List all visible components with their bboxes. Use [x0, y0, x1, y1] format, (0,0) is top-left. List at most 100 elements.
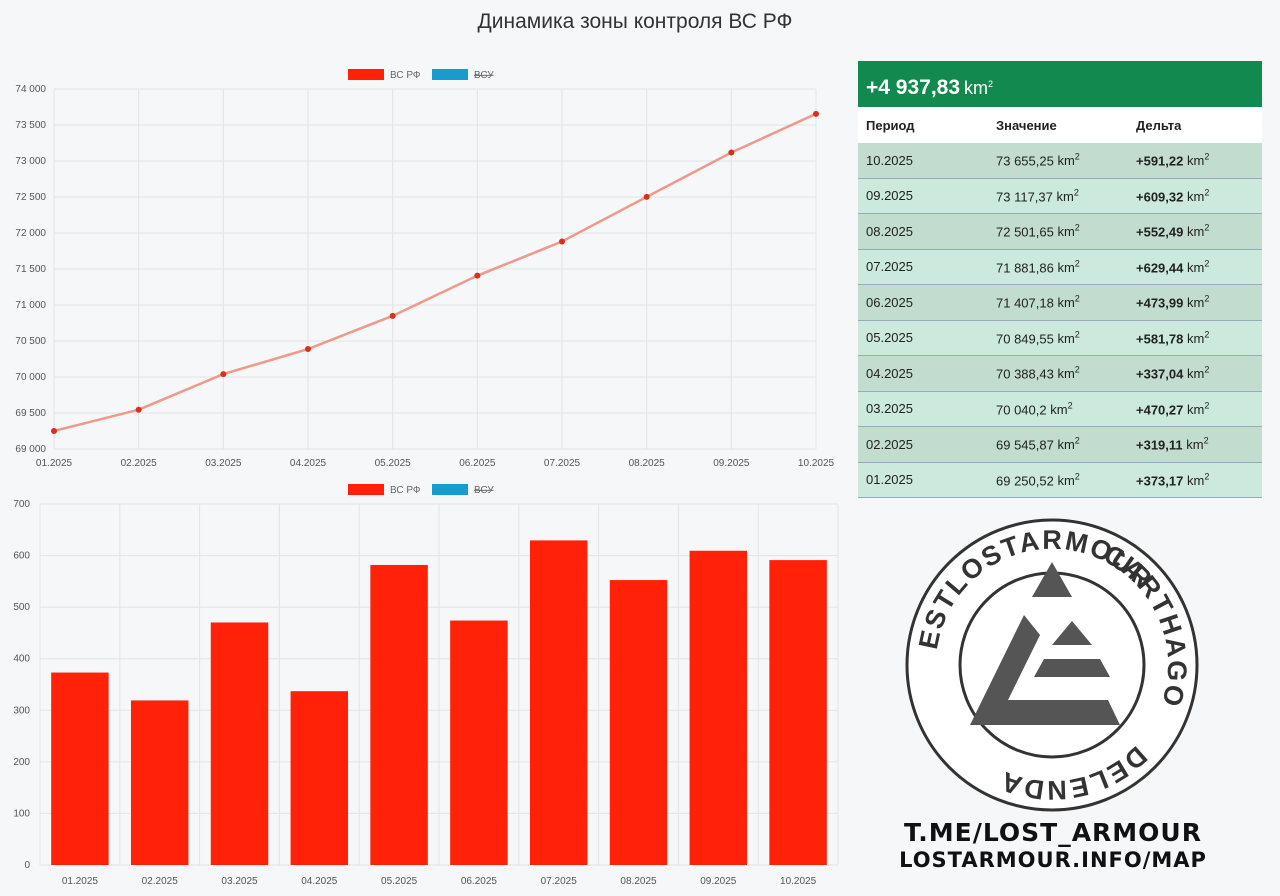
unit-km2: km2	[1183, 223, 1210, 240]
x-tick-label: 08.2025	[629, 458, 666, 469]
x-tick-label: 10.2025	[780, 876, 817, 887]
data-point	[51, 427, 57, 434]
unit-km2: km2	[1053, 152, 1080, 169]
bar	[450, 620, 508, 865]
cell-delta: +473,99 km2	[1136, 294, 1210, 311]
table-row: 09.2025 73 117,37 km2 +609,32 km2	[858, 178, 1262, 214]
cell-period: 06.2025	[866, 294, 913, 310]
cell-value: 69 545,87 km2	[996, 436, 1080, 453]
x-tick-label: 08.2025	[620, 876, 657, 887]
unit-km2: km2	[1053, 471, 1080, 488]
header-value: Значение	[996, 117, 1057, 133]
cell-delta: +609,32 km2	[1136, 187, 1210, 204]
x-tick-label: 09.2025	[700, 876, 737, 887]
cell-period: 08.2025	[866, 223, 913, 239]
x-tick-label: 06.2025	[459, 458, 496, 469]
data-point	[813, 110, 819, 117]
cell-period: 03.2025	[866, 401, 913, 417]
data-point	[389, 312, 396, 319]
control-zone-table: +4 937,83 km2 Период Значение Дельта 10.2…	[858, 61, 1262, 498]
brand-website: LOSTARMOUR.INFO/MAP	[899, 848, 1207, 872]
unit-km2: km2	[1053, 294, 1080, 311]
bar	[290, 691, 349, 865]
legend-label-0: ВС РФ	[390, 485, 421, 496]
cell-value: 70 388,43 km2	[996, 365, 1080, 382]
x-tick-label: 10.2025	[798, 458, 835, 469]
cell-period: 02.2025	[866, 436, 913, 452]
y-tick-label: 71 500	[15, 264, 46, 275]
y-tick-label: 500	[13, 602, 30, 613]
bar	[529, 540, 588, 865]
x-tick-label: 05.2025	[381, 876, 418, 887]
bar	[769, 560, 827, 865]
x-tick-label: 03.2025	[205, 458, 242, 469]
y-tick-label: 69 000	[15, 444, 46, 455]
unit-km2: km2	[1183, 152, 1210, 169]
unit-km2: km2	[1053, 436, 1080, 453]
x-tick-label: 02.2025	[121, 458, 158, 469]
cell-period: 01.2025	[866, 472, 913, 488]
bar	[210, 622, 269, 865]
x-tick-label: 07.2025	[541, 876, 578, 887]
table-row: 01.2025 69 250,52 km2 +373,17 km2	[858, 462, 1262, 498]
table-body: 10.2025 73 655,25 km2 +591,22 km2 09.2025 73…	[858, 143, 1262, 498]
total-change: +4 937,83 km2	[858, 61, 1262, 107]
legend-label-0: ВС РФ	[390, 70, 421, 81]
cell-delta: +337,04 km2	[1136, 365, 1210, 382]
cell-value: 73 655,25 km2	[996, 152, 1080, 169]
legend-swatch-1	[432, 484, 468, 495]
cell-delta: +470,27 km2	[1136, 400, 1210, 417]
legend-swatch-0	[348, 484, 384, 495]
y-tick-label: 70 500	[15, 336, 46, 347]
lostarmour-logo: EST LOSTARMOUR CARTHAGO DELENDA	[905, 518, 1199, 812]
unit-km2: km2	[1183, 294, 1210, 311]
table-row: 05.2025 70 849,55 km2 +581,78 km2	[858, 320, 1262, 356]
y-tick-label: 69 500	[15, 408, 46, 419]
cell-period: 04.2025	[866, 365, 913, 381]
cell-value: 69 250,52 km2	[996, 471, 1080, 488]
table-row: 08.2025 72 501,65 km2 +552,49 km2	[858, 214, 1262, 250]
unit-km2: km2	[1182, 436, 1209, 453]
bar-chart: ВС РФ ВСУ 0 100 200 300 400 500 600 700 01.2025 02.…	[13, 484, 839, 887]
x-tick-label: 01.2025	[62, 876, 99, 887]
y-tick-label: 72 500	[15, 192, 46, 203]
unit-km2: km2	[1053, 258, 1080, 275]
y-tick-label: 73 500	[15, 120, 46, 131]
y-tick-label: 0	[24, 860, 30, 871]
y-tick-label: 74 000	[15, 84, 46, 95]
y-tick-label: 600	[13, 551, 30, 562]
legend-label-1: ВСУ	[474, 485, 494, 496]
cell-delta: +629,44 km2	[1136, 258, 1210, 275]
y-tick-label: 200	[13, 757, 30, 768]
y-tick-label: 73 000	[15, 156, 46, 167]
logo-bar-icon	[1034, 659, 1110, 677]
table-row: 04.2025 70 388,43 km2 +337,04 km2	[858, 356, 1262, 392]
unit-km2: km2	[1183, 365, 1210, 382]
cell-period: 05.2025	[866, 330, 913, 346]
x-tick-label: 01.2025	[36, 458, 73, 469]
x-tick-label: 03.2025	[221, 876, 258, 887]
cell-value: 71 407,18 km2	[996, 294, 1080, 311]
y-tick-label: 72 000	[15, 228, 46, 239]
table-row: 10.2025 73 655,25 km2 +591,22 km2	[858, 143, 1262, 179]
header-period: Период	[866, 117, 915, 133]
x-tick-label: 05.2025	[375, 458, 412, 469]
data-point	[643, 193, 650, 200]
series-line	[53, 112, 817, 433]
data-point	[559, 238, 565, 245]
x-tick-label: 09.2025	[713, 458, 750, 469]
total-unit: km2	[964, 78, 994, 98]
page-title: Динамика зоны контроля ВС РФ	[477, 10, 793, 33]
brand-telegram: T.ME/LOST_ARMOUR	[904, 818, 1202, 847]
bar	[370, 564, 428, 865]
logo-triangle-top-icon	[1032, 562, 1072, 597]
y-tick-label: 300	[13, 705, 30, 716]
total-value: +4 937,83	[866, 76, 961, 99]
header-delta: Дельта	[1136, 117, 1182, 133]
x-tick-label: 02.2025	[142, 876, 179, 887]
legend-swatch-1	[432, 69, 468, 80]
cell-delta: +373,17 km2	[1136, 471, 1210, 488]
cell-delta: +319,11 km2	[1136, 436, 1209, 453]
cell-value: 70 040,2 km2	[996, 400, 1073, 417]
unit-km2: km2	[1183, 329, 1210, 346]
